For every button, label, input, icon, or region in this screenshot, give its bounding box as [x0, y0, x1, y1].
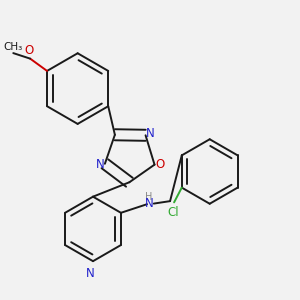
Text: N: N	[145, 197, 153, 210]
Text: O: O	[24, 44, 33, 57]
Text: Cl: Cl	[167, 206, 179, 219]
Text: H: H	[145, 192, 153, 203]
Text: N: N	[86, 267, 95, 280]
Text: N: N	[146, 127, 154, 140]
Text: N: N	[96, 158, 104, 171]
Text: CH₃: CH₃	[4, 43, 23, 52]
Text: O: O	[155, 158, 165, 171]
